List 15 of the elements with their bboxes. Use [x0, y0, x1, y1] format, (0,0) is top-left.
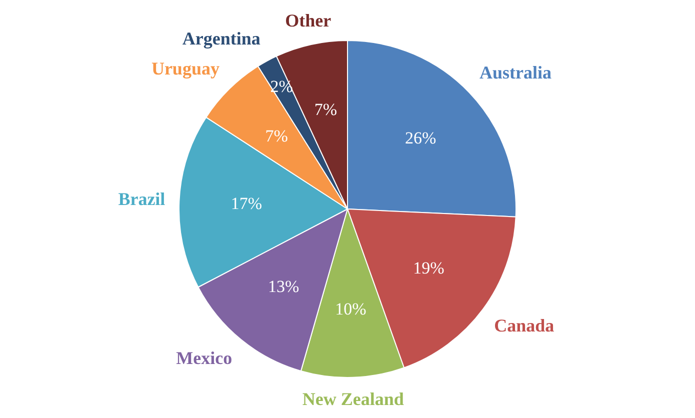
data-label: 19% — [413, 258, 444, 278]
data-label: 17% — [230, 194, 262, 213]
slice-label: Mexico — [176, 348, 232, 368]
slice-label: Argentina — [182, 28, 260, 48]
data-label: 10% — [335, 300, 366, 319]
slice-label: Uruguay — [151, 58, 220, 79]
slice-label: Brazil — [118, 189, 166, 210]
slice-label: Australia — [480, 62, 552, 83]
slice-label: Canada — [494, 315, 554, 336]
data-label: 7% — [314, 100, 337, 119]
slice-label: New Zealand — [302, 389, 404, 410]
data-label: 13% — [268, 276, 300, 296]
data-label: 26% — [405, 128, 436, 148]
slice-label: Other — [285, 10, 332, 30]
data-label: 7% — [265, 126, 288, 146]
